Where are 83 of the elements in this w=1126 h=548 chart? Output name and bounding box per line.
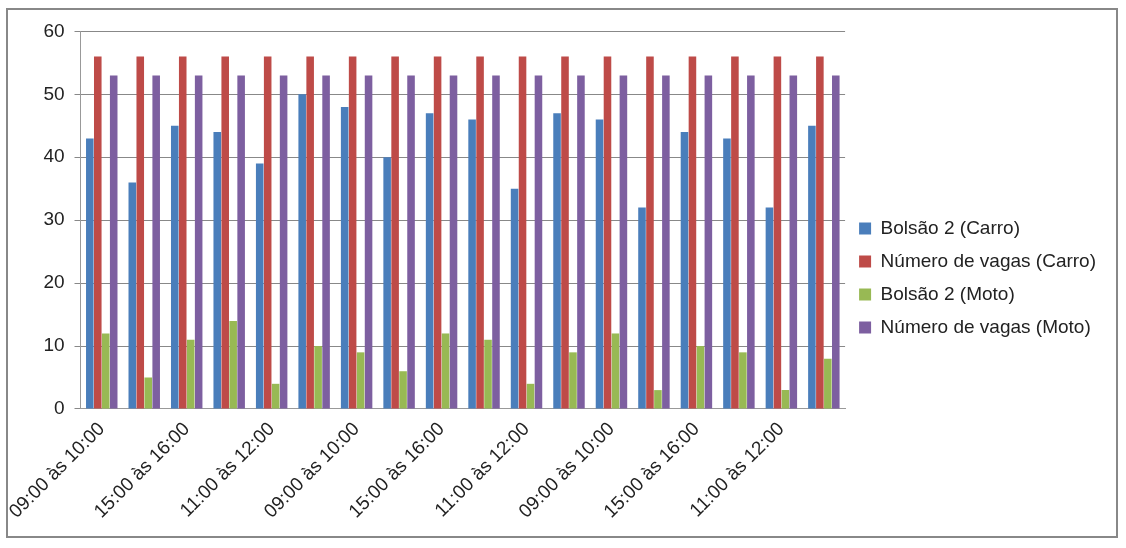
bar [654,390,662,409]
legend-label: Número de vagas (Carro) [880,249,1097,271]
legend-label: Bolsão 2 (Carro) [880,216,1020,238]
bar [723,138,731,409]
bar [824,358,832,409]
bar [170,125,179,409]
bar [109,75,118,409]
bar [765,207,774,409]
bar [704,75,713,409]
bar [271,383,280,409]
bar [86,138,94,409]
bar [603,56,612,409]
bar [832,75,840,409]
bar [789,75,798,409]
bar [476,56,484,409]
bar [178,56,187,409]
bar [186,339,195,409]
bar [263,56,272,409]
bar [279,75,288,409]
bar [773,56,782,409]
bar [492,75,500,409]
bar [391,56,399,409]
bar [816,56,824,409]
bar [221,56,229,409]
bar [696,346,705,409]
bar [433,56,442,409]
bar [781,390,790,409]
legend-label: Número de vagas (Moto) [880,315,1091,337]
bar [688,56,697,409]
y-tick-label: 50 [43,82,65,104]
bar [808,125,816,409]
bar [553,113,561,409]
bar [144,377,152,409]
bar [518,56,527,409]
bar [128,182,137,409]
bar [449,75,458,409]
bar [510,188,519,409]
bar [237,75,245,409]
bar [255,163,264,409]
bar [526,383,535,409]
legend-label: Bolsão 2 (Moto) [880,282,1015,304]
bar [662,75,670,409]
bar [383,157,391,409]
y-tick-label: 20 [43,271,65,293]
bar [407,75,415,409]
bar [298,94,306,409]
bar [561,56,569,409]
bar [213,132,222,409]
bar [94,56,102,409]
bar [646,56,654,409]
bar [595,119,604,409]
y-tick-label: 30 [43,208,65,230]
bar [152,75,160,409]
bar [468,119,476,409]
bar [534,75,543,409]
bar [322,75,330,409]
bar [314,346,322,409]
bar [569,352,577,409]
bar [747,75,755,409]
bar [638,207,646,409]
bar [399,371,407,409]
bar [619,75,628,409]
bar [739,352,747,409]
bar [680,132,689,409]
bar [194,75,203,409]
bar [731,56,739,409]
bar [364,75,373,409]
bar [348,56,357,409]
bar [611,333,620,409]
bar [340,106,349,409]
bar [356,352,365,409]
bar [484,339,492,409]
y-tick-label: 40 [43,145,65,167]
bar [136,56,145,409]
bar [577,75,585,409]
bar [306,56,314,409]
y-tick-label: 10 [43,334,65,356]
bar [425,113,434,409]
y-tick-label: 60 [43,19,65,41]
bar [229,320,237,409]
bar [101,333,110,409]
bar [441,333,450,409]
y-tick-label: 0 [53,397,65,419]
